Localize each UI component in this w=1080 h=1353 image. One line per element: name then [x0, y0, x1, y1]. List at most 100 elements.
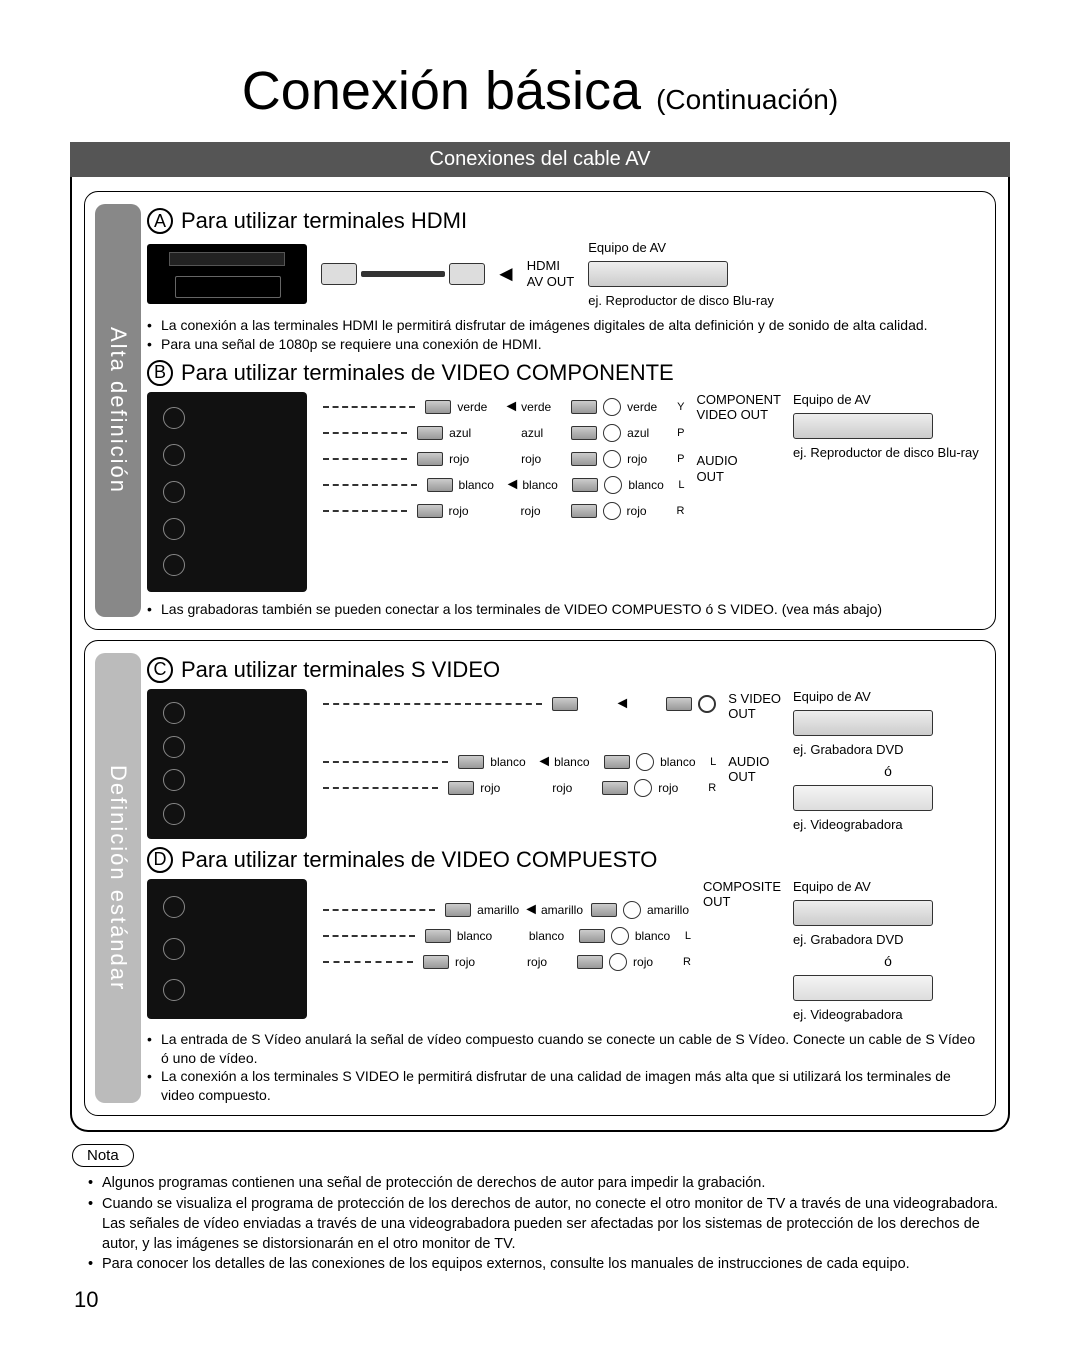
component-video-out: COMPONENT VIDEO OUT: [697, 392, 782, 423]
port-r: R: [677, 505, 685, 517]
lbl-rojo-d-r: rojo: [633, 955, 677, 969]
dash: [323, 484, 417, 486]
circle-b: B: [147, 360, 173, 386]
jack-l2: [163, 938, 185, 960]
bluray-device: [793, 413, 933, 439]
hd-side-label: Alta definición: [95, 204, 141, 617]
dash: [323, 961, 413, 963]
cable-blanco-c: blanco ◄ blanco blanco L: [319, 751, 716, 773]
plug-icon: [577, 955, 603, 969]
composite-cables: amarillo ◄ amarillo amarillo blanco blan…: [319, 879, 691, 973]
circle-a: A: [147, 208, 173, 234]
section-a-heading-text: Para utilizar terminales HDMI: [181, 208, 467, 234]
tv-component-panel: [147, 392, 307, 592]
composite-out: COMPOSITE OUT: [703, 879, 781, 910]
equip-b-example: ej. Reproductor de disco Blu-ray: [793, 445, 979, 460]
plug-icon: [571, 426, 597, 440]
plug-icon: [571, 452, 597, 466]
page-title: Conexión básica (Continuación): [70, 60, 1010, 122]
jack-r: [163, 554, 185, 576]
plug-icon: [571, 504, 597, 518]
jack-icon: [603, 424, 621, 442]
component-audio-out: AUDIO OUT: [697, 453, 782, 484]
jack-v2: [163, 896, 185, 918]
cable-verde: verde ◄ verde verde Y: [319, 396, 685, 418]
section-b-heading: B Para utilizar terminales de VIDEO COMP…: [147, 360, 983, 386]
lbl-verde-m: verde: [521, 400, 565, 414]
plug-icon: [591, 903, 617, 917]
jack-icon: [698, 695, 716, 713]
sd-side-label-text: Definición estándar: [105, 765, 131, 991]
page-number: 10: [74, 1287, 98, 1313]
port-pr: P: [677, 453, 684, 465]
lbl-blanco-d-m: blanco: [529, 929, 573, 943]
lbl-rojo-l: rojo: [449, 452, 493, 466]
dash: [323, 909, 435, 911]
equip-b: Equipo de AV ej. Reproductor de disco Bl…: [793, 392, 983, 460]
section-d-bullet-0: La entrada de S Vídeo anulará la señal d…: [147, 1030, 983, 1068]
lbl-rojo-m: rojo: [521, 452, 565, 466]
svideo-audio-out: AUDIO OUT: [728, 754, 781, 785]
lbl-blanco-c-m: blanco: [554, 755, 598, 769]
port-pb: P: [677, 427, 684, 439]
plug-icon: [417, 504, 443, 518]
plug-icon: [572, 478, 598, 492]
dash: [323, 935, 415, 937]
equip-c-example1: ej. Grabadora DVD: [793, 742, 904, 757]
title-main: Conexión básica: [242, 61, 641, 121]
svideo-jacks: [155, 697, 195, 831]
lbl-blanco-d-r: blanco: [635, 929, 679, 943]
port-y: Y: [677, 401, 684, 413]
lbl-verde-l: verde: [457, 400, 501, 414]
lbl-rojo2-l: rojo: [449, 504, 493, 518]
hdmi-plug-left: [321, 263, 357, 285]
plug-icon: [423, 955, 449, 969]
jack-icon: [611, 927, 629, 945]
section-c-heading-text: Para utilizar terminales S VIDEO: [181, 657, 500, 683]
equip-c: Equipo de AV ej. Grabadora DVD ó ej. Vid…: [793, 689, 983, 832]
equip-c-or: ó: [793, 763, 983, 779]
lbl-rojo-r: rojo: [627, 452, 671, 466]
bottom-note-1: Cuando se visualiza el programa de prote…: [88, 1194, 1010, 1255]
lbl-blanco-d-l: blanco: [457, 929, 501, 943]
lbl-blanco-r: blanco: [628, 478, 672, 492]
circle-d: D: [147, 847, 173, 873]
jack-l: [163, 518, 185, 540]
cable-rojo-audio: rojo rojo rojo R: [319, 500, 685, 522]
cable-svideo: ◄: [319, 693, 716, 715]
nota-label: Nota: [72, 1144, 134, 1167]
circle-c: C: [147, 657, 173, 683]
hdmi-cable-line: [361, 271, 445, 277]
port-r-d: R: [683, 956, 691, 968]
port-l: L: [678, 479, 684, 491]
equip-b-title: Equipo de AV: [793, 392, 871, 407]
port-l-d: L: [685, 930, 691, 942]
section-d-bullets: La entrada de S Vídeo anulará la señal d…: [147, 1030, 983, 1106]
equip-a-example: ej. Reproductor de disco Blu-ray: [588, 293, 774, 308]
sd-category-box: Definición estándar C Para utilizar term…: [84, 640, 996, 1117]
dash: [323, 458, 407, 460]
lbl-blanco-c-r: blanco: [660, 755, 704, 769]
section-d-heading: D Para utilizar terminales de VIDEO COMP…: [147, 847, 983, 873]
jack-icon: [623, 901, 641, 919]
lbl-blanco-c-l: blanco: [490, 755, 534, 769]
hdmi-cable: [321, 263, 485, 285]
dash: [323, 510, 407, 512]
jack-icon: [604, 476, 622, 494]
section-b-heading-text: Para utilizar terminales de VIDEO COMPON…: [181, 360, 674, 386]
jack-r: [163, 803, 185, 825]
plug-icon: [448, 781, 474, 795]
cable-rojo-c: rojo rojo rojo R: [319, 777, 716, 799]
plug-icon: [458, 755, 484, 769]
svideo-out: S VIDEO OUT: [728, 691, 781, 722]
lbl-amarillo-m: amarillo: [541, 903, 585, 917]
jack-icon: [609, 953, 627, 971]
svideo-cables: ◄ blanco ◄ blanco blanco L: [319, 689, 716, 799]
vcr-device: [793, 785, 933, 811]
plug-icon: [417, 426, 443, 440]
tv-svideo-panel: [147, 689, 307, 839]
lbl-amarillo-l: amarillo: [477, 903, 521, 917]
jack-y: [163, 407, 185, 429]
lbl-azul-r: azul: [627, 426, 671, 440]
section-bar: Conexiones del cable AV: [70, 142, 1010, 177]
